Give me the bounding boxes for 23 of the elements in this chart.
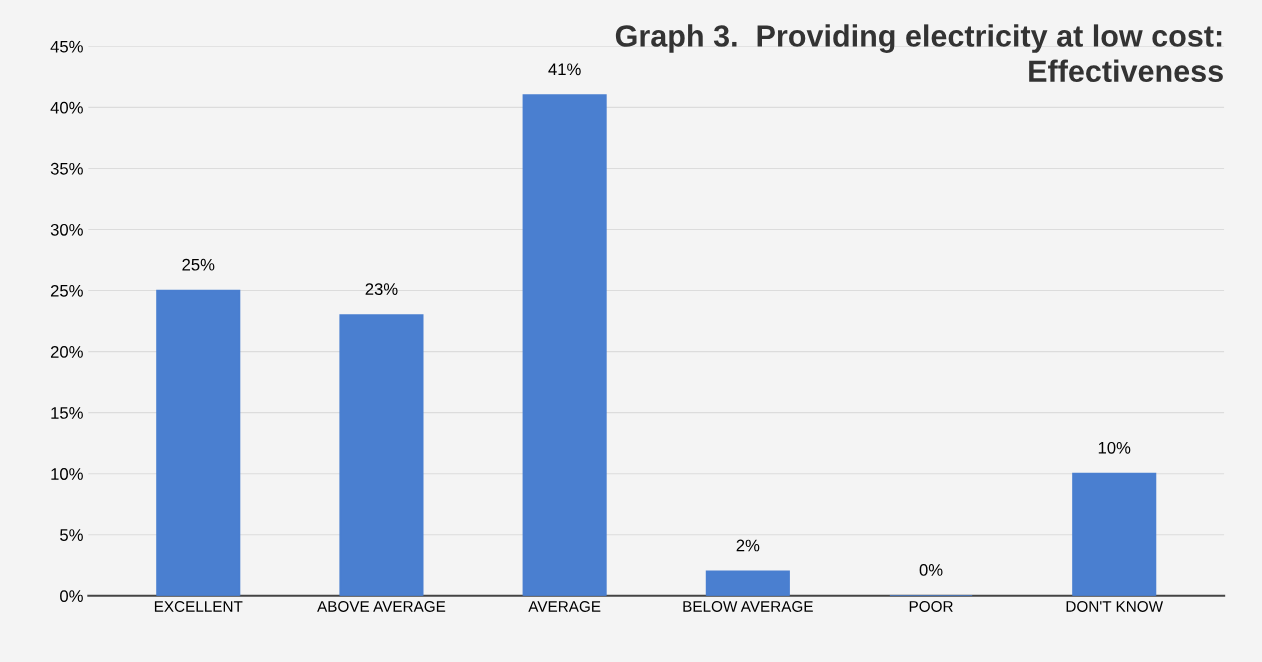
chart-title: Graph 3. Providing electricity at low cost: Effectiveness	[615, 24, 1223, 83]
x-tick-label: EXCELLENT	[154, 601, 243, 612]
y-tick-label: 15%	[51, 407, 83, 419]
y-tick-label: 0%	[60, 590, 83, 602]
x-tick-label: BELOW AVERAGE	[683, 601, 813, 612]
y-tick-label: 5%	[60, 529, 83, 541]
y-tick-label: 10%	[51, 468, 83, 480]
x-tick-label: AVERAGE	[528, 601, 601, 612]
data-label: 0%	[919, 564, 943, 576]
y-tick-label: 30%	[50, 223, 83, 236]
x-tick-label: DON'T KNOW	[1066, 601, 1164, 612]
data-label: 25%	[182, 258, 215, 271]
y-tick-label: 20%	[50, 346, 83, 358]
y-tick-label: 40%	[50, 101, 83, 114]
data-label: 10%	[1098, 441, 1131, 454]
data-label: 2%	[736, 539, 760, 552]
y-tick-label: 45%	[50, 40, 83, 53]
x-tick-label: ABOVE AVERAGE	[317, 601, 446, 612]
data-label: 41%	[548, 63, 581, 76]
y-tick-label: 35%	[50, 162, 83, 175]
data-label: 23%	[365, 283, 398, 295]
y-tick-label: 25%	[50, 284, 83, 297]
x-tick-label: POOR	[909, 601, 953, 612]
